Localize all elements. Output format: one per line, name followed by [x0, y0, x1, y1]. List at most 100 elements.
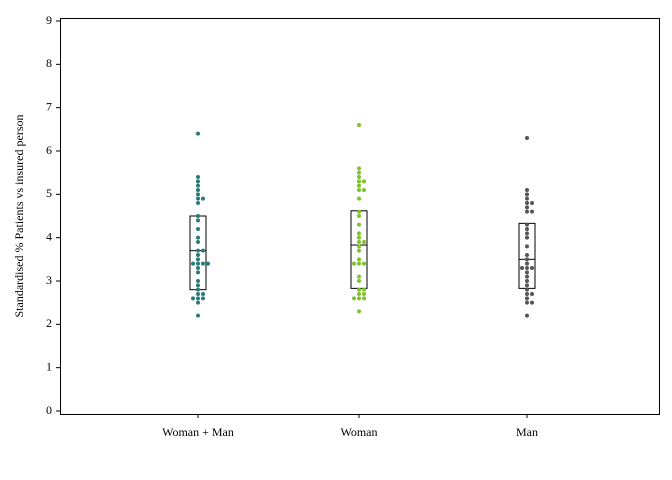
data-point [530, 209, 534, 214]
data-point [196, 292, 200, 296]
data-point [196, 214, 200, 218]
data-point [525, 266, 529, 270]
x-tick-label: Woman [340, 425, 377, 439]
data-point [357, 123, 361, 127]
data-point [352, 261, 356, 266]
data-point [525, 283, 529, 288]
data-point [525, 292, 529, 296]
y-tick-label: 8 [46, 56, 52, 70]
data-point [357, 179, 361, 184]
data-point [196, 196, 200, 201]
y-tick-label: 6 [46, 143, 52, 157]
data-point [196, 270, 200, 275]
data-point [206, 261, 210, 266]
data-point [525, 287, 529, 292]
x-tick-label: Woman + Man [162, 425, 234, 439]
data-point [362, 179, 366, 184]
data-point [196, 296, 200, 301]
data-point [201, 292, 205, 296]
data-point [357, 261, 361, 266]
data-point [196, 266, 200, 270]
data-point [357, 274, 361, 279]
data-point [357, 296, 361, 301]
data-point [362, 292, 366, 296]
data-point [362, 296, 366, 301]
data-point [357, 287, 361, 292]
data-point [357, 183, 361, 188]
data-point [525, 205, 529, 210]
data-point [362, 188, 366, 192]
data-point [357, 231, 361, 236]
data-point [357, 196, 361, 201]
data-point [357, 235, 361, 240]
data-point [196, 183, 200, 188]
data-point [525, 257, 529, 262]
data-point [196, 261, 200, 266]
data-point [196, 257, 200, 262]
y-tick-label: 9 [46, 13, 52, 27]
data-point [525, 222, 529, 227]
data-point [362, 287, 366, 292]
data-point [357, 309, 361, 314]
data-point [525, 300, 529, 305]
data-point [525, 270, 529, 275]
data-point [530, 292, 534, 296]
data-point [196, 179, 200, 184]
data-point [357, 257, 361, 262]
data-point [362, 240, 366, 244]
data-point [191, 261, 195, 266]
data-point [362, 261, 366, 266]
data-point [357, 240, 361, 244]
data-point [201, 296, 205, 301]
data-point [525, 244, 529, 249]
y-tick-label: 3 [46, 273, 52, 287]
data-point [525, 279, 529, 283]
y-tick-label: 2 [46, 316, 52, 330]
data-point [525, 209, 529, 214]
data-point [201, 196, 205, 201]
y-tick-label: 1 [46, 359, 52, 373]
y-tick-label: 4 [46, 229, 52, 243]
data-point [196, 131, 200, 136]
data-point [525, 313, 529, 318]
data-point [201, 261, 205, 266]
data-point [520, 266, 524, 270]
data-point [525, 231, 529, 236]
data-point [196, 253, 200, 257]
data-point [196, 313, 200, 318]
data-point [357, 244, 361, 249]
data-point [357, 292, 361, 296]
data-point [525, 274, 529, 279]
data-point [196, 188, 200, 192]
data-point [196, 248, 200, 253]
data-point [357, 170, 361, 175]
data-point [196, 192, 200, 197]
data-point [525, 296, 529, 301]
y-tick-label: 0 [46, 403, 52, 417]
data-point [525, 227, 529, 231]
y-axis-label: Standardised % Patients vs insured perso… [12, 115, 26, 318]
data-point [530, 201, 534, 205]
data-point [525, 253, 529, 257]
data-point [357, 209, 361, 214]
data-point [196, 218, 200, 223]
data-point [530, 266, 534, 270]
data-point [357, 222, 361, 227]
data-point [352, 296, 356, 301]
data-point [357, 248, 361, 253]
data-point [196, 279, 200, 283]
data-point [357, 214, 361, 218]
data-point [525, 188, 529, 192]
data-point [196, 201, 200, 205]
data-point [525, 201, 529, 205]
data-point [525, 192, 529, 197]
data-point [196, 227, 200, 231]
data-point [525, 235, 529, 240]
data-point [196, 283, 200, 288]
data-point [196, 175, 200, 179]
x-tick-label: Man [516, 425, 538, 439]
data-point [196, 300, 200, 305]
data-point [357, 188, 361, 192]
